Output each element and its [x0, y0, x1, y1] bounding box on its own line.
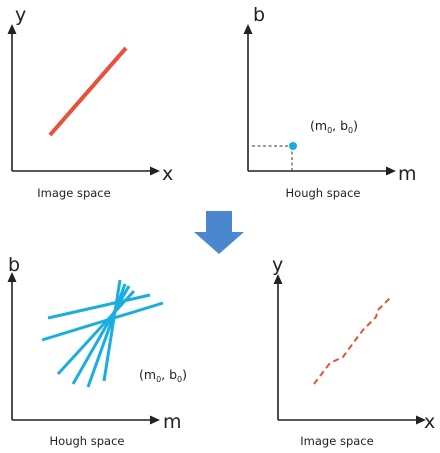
m-axis-arrowhead-icon [150, 415, 160, 425]
hough-line [41, 301, 164, 342]
panel-caption: Hough space [286, 186, 361, 200]
x-axis-arrowhead-icon [150, 166, 160, 176]
panel-top-right-hough-space: b m (m0, b0) Hough space [243, 4, 417, 200]
x-axis-label: x [424, 411, 435, 433]
b-axis-arrowhead-icon [7, 272, 17, 282]
down-arrow-icon [194, 211, 244, 254]
hough-line [86, 283, 127, 388]
hough-line [47, 293, 151, 320]
image-line [48, 46, 128, 137]
image-line-dashed [313, 295, 393, 385]
y-axis-arrowhead-icon [7, 24, 17, 34]
hough-line [56, 289, 136, 376]
b-axis-label: b [8, 254, 20, 276]
panel-caption: Image space [300, 434, 373, 448]
point-label: (m0, b0) [139, 367, 187, 384]
x-axis-label: x [162, 163, 173, 185]
m-axis-arrowhead-icon [386, 166, 396, 176]
b-axis-arrowhead-icon [243, 24, 253, 34]
panel-caption: Hough space [50, 434, 125, 448]
y-axis-label: y [15, 4, 26, 26]
b-axis-label: b [253, 4, 265, 26]
y-axis-arrowhead-icon [273, 274, 283, 284]
hough-point [289, 142, 297, 150]
panel-bottom-left-hough-space: b m (m0, b0) Hough space [7, 254, 187, 448]
point-label: (m0, b0) [310, 118, 358, 135]
m-axis-label: m [398, 163, 417, 185]
m-axis-label: m [163, 411, 182, 433]
x-axis-arrowhead-icon [416, 415, 426, 425]
hough-line [102, 279, 122, 382]
hough-lines [41, 279, 164, 388]
hough-line [71, 285, 131, 385]
panel-top-left-image-space: y x Image space [7, 4, 173, 200]
panel-bottom-right-image-space: y x Image space [272, 254, 435, 448]
panel-caption: Image space [37, 186, 110, 200]
y-axis-label: y [272, 254, 283, 276]
